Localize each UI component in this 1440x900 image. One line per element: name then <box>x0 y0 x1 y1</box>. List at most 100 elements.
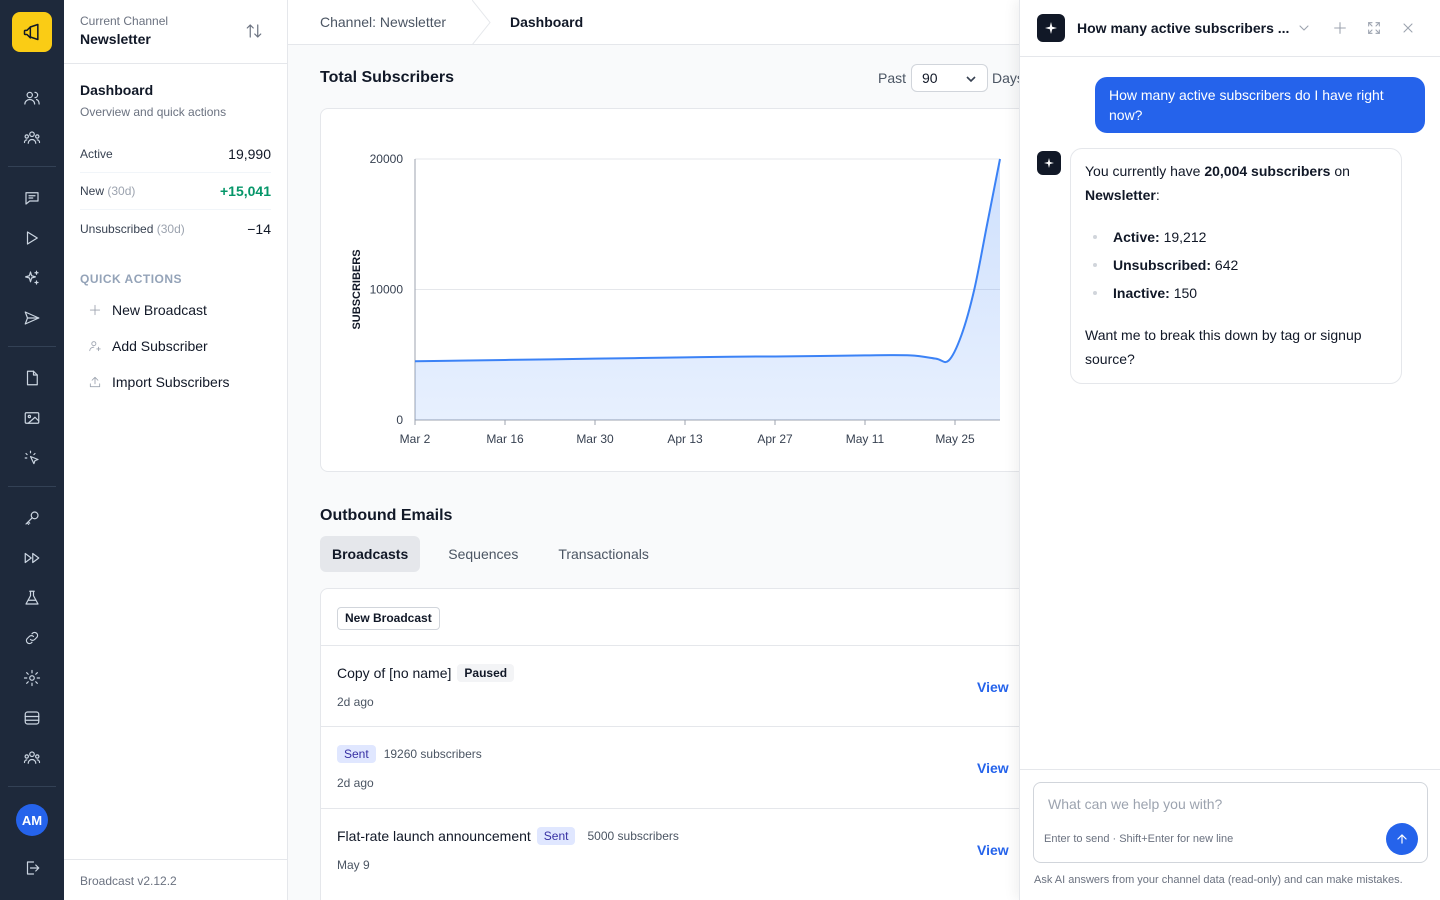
list-item: Inactive: 150 <box>1085 279 1387 307</box>
avatar[interactable]: AM <box>16 804 48 836</box>
assistant-message: You currently have 20,004 subscribers on… <box>1070 148 1402 384</box>
assistant-header: How many active subscribers ... <box>1020 0 1440 57</box>
sparkle-icon <box>1037 14 1065 42</box>
ai-disclaimer: Ask AI answers from your channel data (r… <box>1034 874 1403 886</box>
add-subscriber-action[interactable]: Add Subscriber <box>88 336 208 356</box>
sequences-icon[interactable] <box>20 226 44 250</box>
y-axis-label: SUBSCRIBERS <box>351 249 363 329</box>
tab-broadcasts[interactable]: Broadcasts <box>320 536 421 572</box>
breadcrumb-channel[interactable]: Channel: Newsletter <box>320 14 447 30</box>
tracking-icon[interactable] <box>20 446 44 470</box>
channel-sidebar: Current Channel Newsletter Dashboard Ove… <box>64 0 288 900</box>
quick-actions-heading: QUICK ACTIONS <box>80 272 183 286</box>
images-icon[interactable] <box>20 406 44 430</box>
reply-intro: You currently have 20,004 subscribers on… <box>1085 163 1350 203</box>
days-select[interactable]: 90 <box>911 64 988 92</box>
section-subtitle: Overview and quick actions <box>80 105 227 119</box>
tab-transactionals[interactable]: Transactionals <box>558 546 649 562</box>
api-keys-icon[interactable] <box>20 506 44 530</box>
reply-followup: Want me to break this down by tag or sig… <box>1085 327 1362 367</box>
x-tick-label: Mar 16 <box>486 432 524 446</box>
tab-sequences[interactable]: Sequences <box>448 546 519 562</box>
settings-icon[interactable] <box>20 666 44 690</box>
new-broadcast-action[interactable]: New Broadcast <box>88 300 207 320</box>
action-label: Add Subscriber <box>112 338 208 354</box>
storage-icon[interactable] <box>20 706 44 730</box>
stat-meta: (30d) <box>156 221 185 236</box>
close-icon[interactable] <box>1398 18 1418 38</box>
area-fill <box>415 159 1000 420</box>
app-version: Broadcast v2.12.2 <box>80 874 177 888</box>
sparkle-icon <box>1037 151 1061 175</box>
reply-list: Active: 19,212 Unsubscribed: 642 Inactiv… <box>1085 223 1387 307</box>
chat-input[interactable]: What can we help you with? Enter to send… <box>1033 782 1428 863</box>
main-content: Channel: Newsletter Dashboard Total Subs… <box>288 0 1019 900</box>
series-line <box>414 158 1001 364</box>
x-tick-label: May 11 <box>846 432 885 446</box>
stat-new: New (30d) +15,041 <box>80 173 271 210</box>
megaphone-icon[interactable] <box>12 12 52 52</box>
x-tick-label: Apr 13 <box>667 432 703 446</box>
status-badge: Paused <box>457 664 515 682</box>
automations-icon[interactable] <box>20 546 44 570</box>
lab-icon[interactable] <box>20 586 44 610</box>
broadcasts-icon[interactable] <box>20 186 44 210</box>
section-title: Dashboard <box>80 82 154 98</box>
status-badge: Sent <box>337 745 376 763</box>
upload-icon <box>89 376 101 388</box>
chat-input-placeholder: What can we help you with? <box>1048 796 1223 812</box>
stat-label: New <box>80 184 105 198</box>
subscriber-count: 19260 subscribers <box>383 747 482 761</box>
stat-active: Active 19,990 <box>80 136 271 173</box>
new-broadcast-button[interactable]: New Broadcast <box>337 607 440 630</box>
y-tick-label: 10000 <box>370 283 404 297</box>
status-badge: Sent <box>536 827 576 845</box>
subscribers-icon[interactable] <box>20 86 44 110</box>
user-message: How many active subscribers do I have ri… <box>1095 77 1425 133</box>
segments-icon[interactable] <box>20 126 44 150</box>
transactional-icon[interactable] <box>20 306 44 330</box>
plus-icon <box>89 304 101 316</box>
table-row: Sent 19260 subscribers 2d ago View <box>321 726 1019 808</box>
subscriber-count: 5000 subscribers <box>587 829 679 843</box>
stat-label: Unsubscribed <box>80 221 154 236</box>
switch-channel-icon[interactable] <box>245 22 265 42</box>
days-label: Days <box>992 70 1019 86</box>
assistant-panel: How many active subscribers ... How many… <box>1019 0 1440 900</box>
stat-unsubscribed: Unsubscribed (30d) −14 <box>80 210 271 247</box>
new-chat-icon[interactable] <box>1330 18 1350 38</box>
list-item: Unsubscribed: 642 <box>1085 251 1387 279</box>
view-link[interactable]: View <box>977 679 1009 695</box>
stat-value: +15,041 <box>220 183 271 199</box>
view-link[interactable]: View <box>977 842 1009 858</box>
expand-icon[interactable] <box>1364 18 1384 38</box>
y-tick-label: 20000 <box>370 152 404 166</box>
stat-value: 19,990 <box>228 146 271 162</box>
outbound-title: Outbound Emails <box>320 507 453 524</box>
import-subscribers-action[interactable]: Import Subscribers <box>88 372 229 392</box>
channel-switcher[interactable]: Current Channel Newsletter <box>80 14 168 47</box>
logout-icon[interactable] <box>20 856 44 880</box>
chevron-down-icon[interactable] <box>1294 18 1314 38</box>
action-label: New Broadcast <box>112 302 207 318</box>
view-link[interactable]: View <box>977 760 1009 776</box>
broadcast-date: May 9 <box>337 858 370 872</box>
subscribers-title: Total Subscribers <box>320 69 454 86</box>
subscribers-chart-svg: 0 10000 20000 Mar 2 Mar 16 Mar 30 Apr 13 Apr 27… <box>351 152 1001 446</box>
webhooks-icon[interactable] <box>20 626 44 650</box>
days-value: 90 <box>922 70 938 86</box>
y-tick-label: 0 <box>396 413 403 427</box>
templates-icon[interactable] <box>20 366 44 390</box>
send-button[interactable] <box>1386 823 1418 855</box>
arrow-up-icon <box>1397 834 1407 844</box>
conversation-title[interactable]: How many active subscribers ... <box>1077 20 1290 36</box>
channel-label: Current Channel <box>80 14 169 28</box>
table-row: Copy of [no name] Paused 2d ago View <box>321 645 1019 727</box>
broadcast-name: Flat-rate launch announcement <box>337 828 531 844</box>
stat-value: −14 <box>247 220 271 237</box>
subscribers-chart: 0 10000 20000 Mar 2 Mar 16 Mar 30 Apr 13 Apr 27… <box>320 108 1019 472</box>
channel-name: Newsletter <box>80 31 151 47</box>
team-icon[interactable] <box>20 746 44 770</box>
ai-icon[interactable] <box>20 266 44 290</box>
x-tick-label: Apr 27 <box>757 432 793 446</box>
